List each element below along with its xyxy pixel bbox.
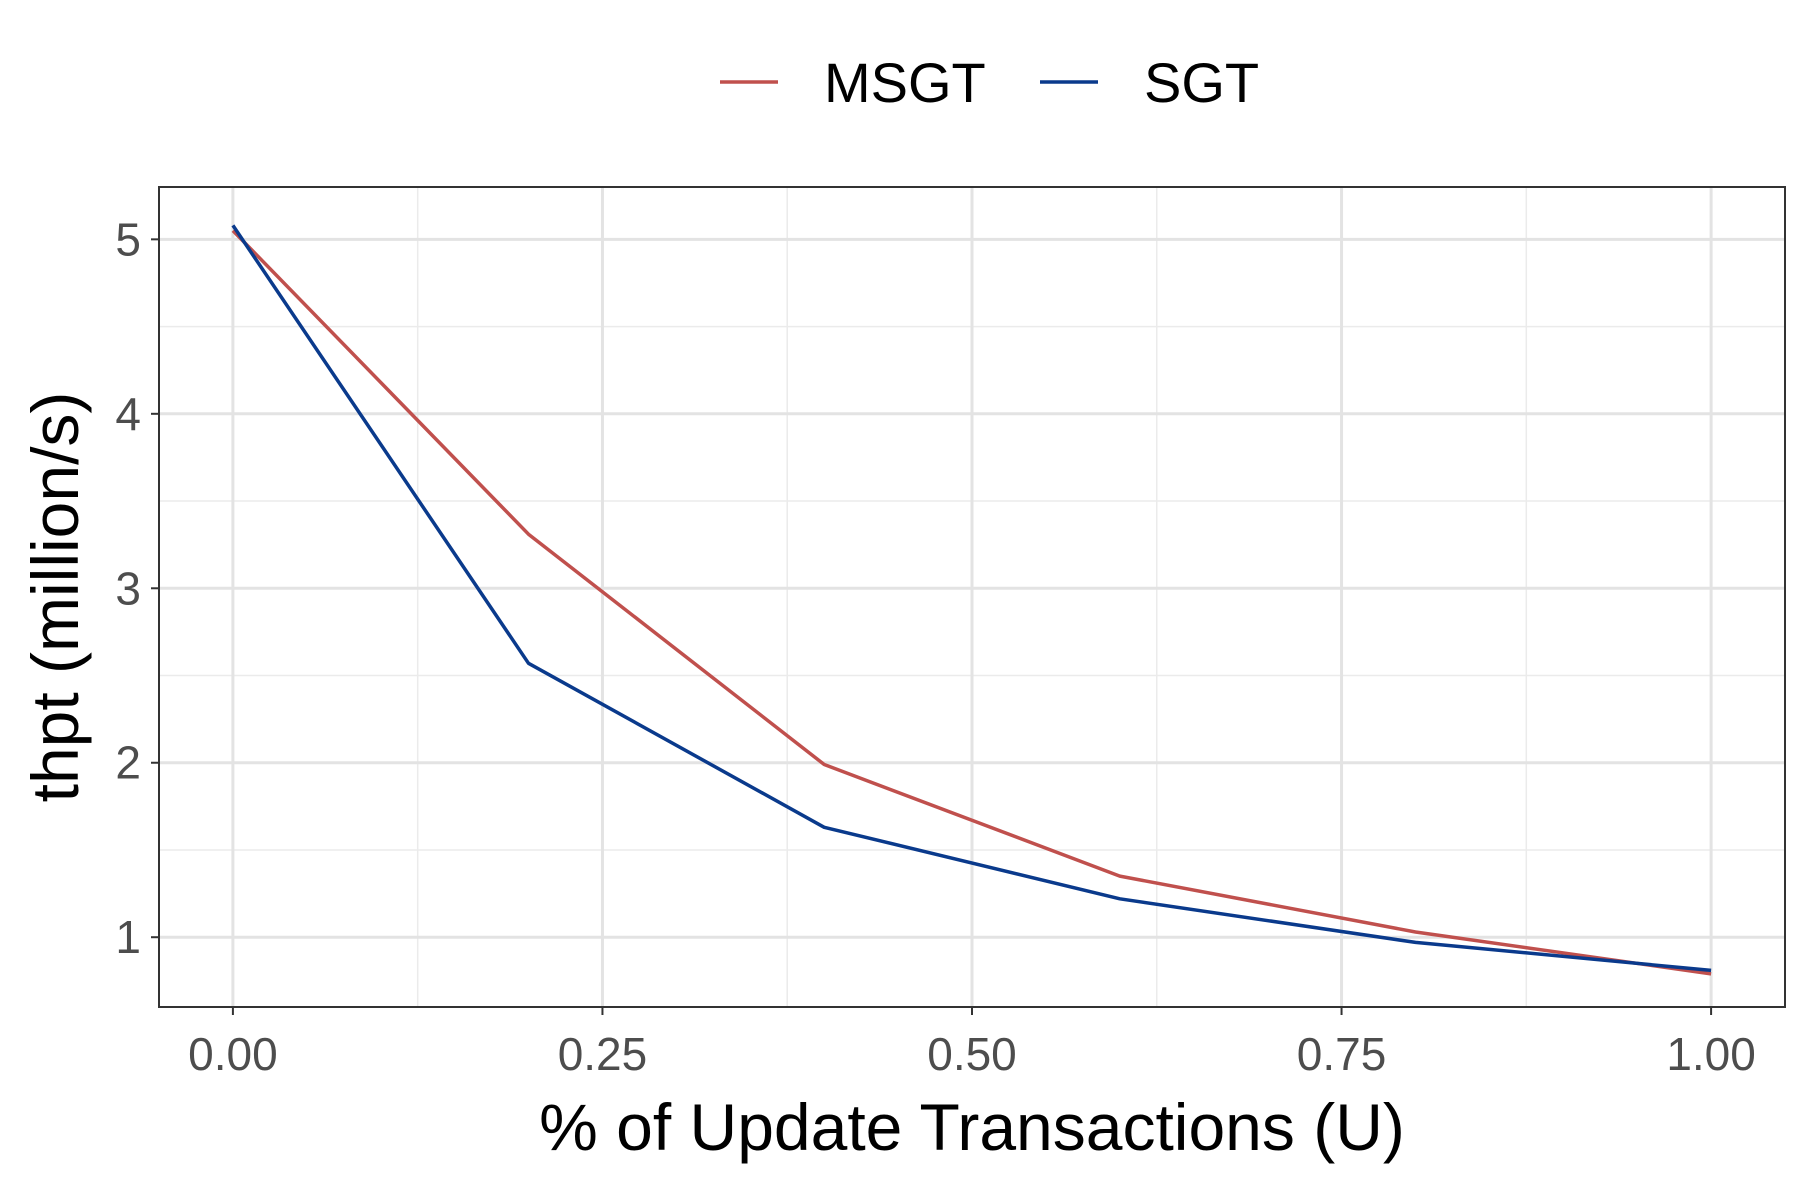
x-tick-label: 0.75: [1297, 1028, 1387, 1080]
legend-label-sgt: SGT: [1144, 51, 1259, 114]
x-axis-title: % of Update Transactions (U): [539, 1090, 1405, 1164]
y-tick-label: 2: [115, 737, 141, 789]
y-axis-title: thpt (million/s): [18, 392, 92, 803]
x-tick-label: 1.00: [1666, 1028, 1756, 1080]
x-axis-ticks: 0.00 0.25 0.50 0.75 1.00: [188, 1007, 1756, 1080]
x-tick-label: 0.25: [558, 1028, 648, 1080]
y-tick-label: 5: [115, 213, 141, 265]
y-tick-label: 4: [115, 388, 141, 440]
series-line-msgt: [231, 229, 1712, 976]
legend: MSGT SGT: [720, 51, 1259, 114]
major-gridlines: [159, 187, 1785, 1007]
y-tick-label: 3: [115, 562, 141, 614]
x-tick-label: 0.50: [927, 1028, 1017, 1080]
y-tick-label: 1: [115, 911, 141, 963]
series-line-sgt: [231, 224, 1712, 973]
legend-label-msgt: MSGT: [824, 51, 986, 114]
y-axis-ticks: 1 2 3 4 5: [115, 213, 159, 963]
series-lines: [231, 224, 1712, 976]
x-tick-label: 0.00: [188, 1028, 278, 1080]
